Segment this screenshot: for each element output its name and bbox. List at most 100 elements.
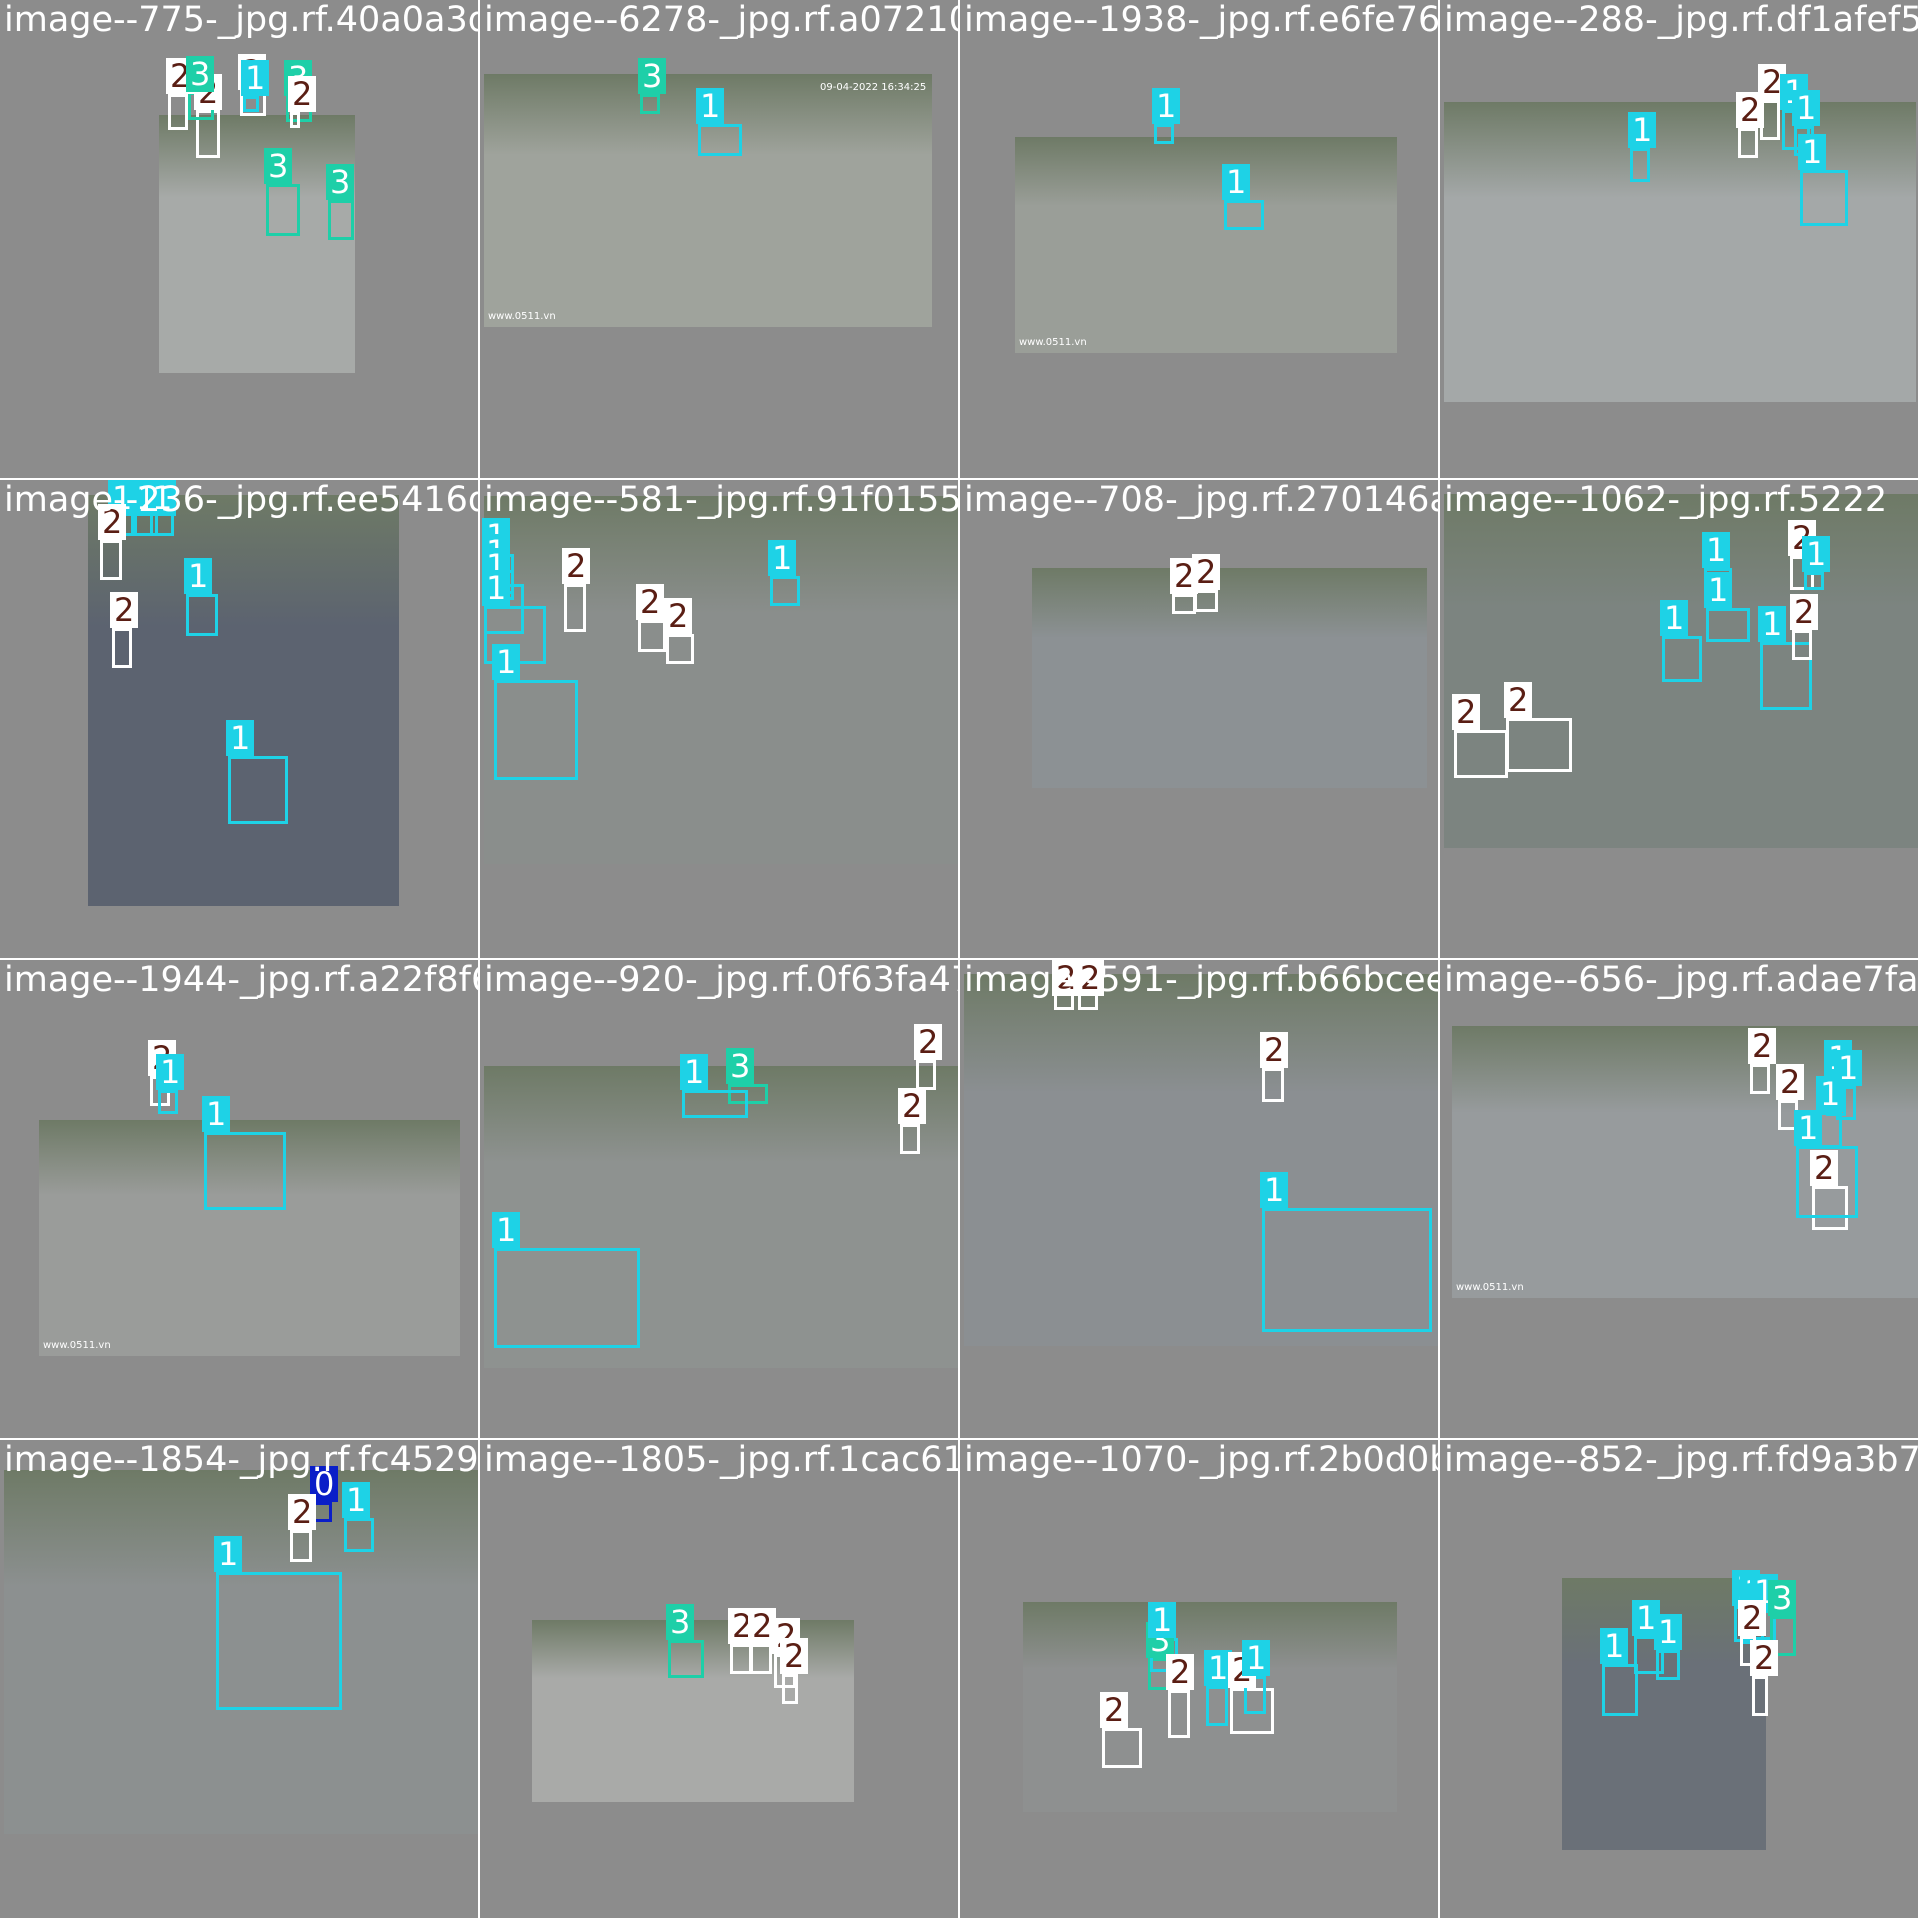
- class-label: 2: [1452, 694, 1481, 730]
- detection-box: [204, 1132, 286, 1210]
- photo-frame: [964, 974, 1438, 1346]
- class-label: 3: [326, 164, 355, 200]
- class-label: 1: [1702, 532, 1731, 568]
- detection-box: [216, 1572, 342, 1710]
- class-label: 1: [1802, 536, 1831, 572]
- image-tile: image--852-_jpg.rf.fd9a3b75111311212: [1440, 1440, 1918, 1918]
- image-tile: www.0511.vn image--1938-_jpg.rf.e6fe762 1 1: [960, 0, 1438, 478]
- detection-box: [638, 620, 666, 652]
- detection-box: [1230, 1688, 1274, 1734]
- class-label: 1: [1798, 134, 1827, 170]
- class-label: 2: [1260, 1032, 1289, 1068]
- class-label: 1: [1834, 1050, 1863, 1086]
- detection-box: [1656, 1650, 1680, 1680]
- class-label: 1: [1242, 1640, 1271, 1676]
- image-tile: image--591-_jpg.rf.b66bcee 2 2 2 1: [960, 960, 1438, 1438]
- detection-box: [1760, 642, 1812, 710]
- detection-box: [228, 756, 288, 824]
- class-label: 3: [666, 1604, 695, 1640]
- detection-box: [1168, 1690, 1190, 1738]
- class-label: 1: [226, 720, 255, 756]
- tile-title: image--1070-_jpg.rf.2b0d0b: [964, 1440, 1438, 1480]
- class-label: 2: [1100, 1692, 1129, 1728]
- class-label: 1: [148, 480, 177, 516]
- class-label: 1: [1222, 164, 1251, 200]
- image-tile: image--775-_jpg.rf.40a0a3d223213233: [0, 0, 478, 478]
- tile-title: image--1062-_jpg.rf.5222: [1444, 480, 1888, 520]
- class-label: 2: [748, 1608, 777, 1644]
- overlay-text: 09-04-2022 16:34:25: [820, 82, 927, 93]
- detection-box: [1738, 128, 1758, 158]
- tile-title: image--6278-_jpg.rf.a072104: [484, 0, 958, 40]
- class-label: 2: [110, 592, 139, 628]
- detection-box: [1454, 730, 1508, 778]
- image-tile: image--1805-_jpg.rf.1cac619 3 2 2 2 2: [480, 1440, 958, 1918]
- tile-title: image--920-_jpg.rf.0f63fa47bf: [484, 960, 958, 1000]
- photo-frame: [1444, 102, 1916, 402]
- detection-box: [782, 1674, 798, 1704]
- tile-title: image--708-_jpg.rf.270146a: [964, 480, 1438, 520]
- tile-title: image--1944-_jpg.rf.a22f8f6: [4, 960, 478, 1000]
- detection-box: [682, 1090, 748, 1118]
- class-label: 2: [636, 584, 665, 620]
- detection-box: [266, 184, 300, 236]
- detection-box: [344, 1518, 374, 1552]
- detection-box: [100, 540, 122, 580]
- class-label: 1: [1704, 572, 1733, 608]
- detection-box: [494, 680, 578, 780]
- class-label: 2: [1504, 682, 1533, 718]
- class-label: 1: [482, 570, 511, 606]
- class-label: 1: [1794, 1110, 1823, 1146]
- detection-box: [1804, 572, 1824, 590]
- class-label: 2: [1790, 594, 1819, 630]
- photo-frame: [1032, 568, 1427, 788]
- detection-box: [1102, 1728, 1142, 1768]
- detection-box: [1224, 200, 1264, 230]
- class-label: 1: [1148, 1602, 1177, 1638]
- class-label: 1: [241, 60, 270, 96]
- class-label: 3: [638, 58, 667, 94]
- tile-title: image--1805-_jpg.rf.1cac619: [484, 1440, 958, 1480]
- class-label: 2: [1166, 1654, 1195, 1690]
- photo-frame: [39, 1120, 460, 1356]
- class-label: 1: [1654, 1614, 1683, 1650]
- class-label: 2: [914, 1024, 943, 1060]
- detection-box: [666, 634, 694, 664]
- class-label: 1: [492, 1212, 521, 1248]
- detection-box: [328, 200, 354, 240]
- class-label: 1: [1204, 1650, 1233, 1686]
- photo-frame: [1444, 494, 1918, 848]
- class-label: 2: [288, 76, 317, 112]
- detection-box: [1796, 1146, 1858, 1218]
- class-label: 2: [288, 1494, 317, 1530]
- class-label: 1: [1660, 600, 1689, 636]
- class-label: 3: [264, 148, 293, 184]
- detection-box: [564, 584, 586, 632]
- detection-box: [1706, 608, 1750, 642]
- photo-frame: [4, 1470, 478, 1834]
- detection-box: [186, 594, 218, 636]
- tile-title: image--656-_jpg.rf.adae7fac: [1444, 960, 1918, 1000]
- detection-box: [640, 94, 660, 114]
- class-label: 2: [1810, 1150, 1839, 1186]
- image-tile: image--288-_jpg.rf.df1afef5122111: [1440, 0, 1918, 478]
- class-label: 1: [1792, 90, 1821, 126]
- detection-box: [1752, 1676, 1768, 1716]
- detection-box: [900, 1124, 920, 1154]
- class-label: 3: [1768, 1580, 1797, 1616]
- class-label: 2: [562, 548, 591, 584]
- detection-box: [243, 96, 259, 112]
- detection-box: [168, 94, 188, 130]
- class-label: 3: [726, 1048, 755, 1084]
- detection-box: [916, 1060, 936, 1090]
- detection-box: [112, 628, 132, 668]
- tile-title: image--581-_jpg.rf.91f0155: [484, 480, 958, 520]
- overlay-text: www.0511.vn: [488, 311, 556, 322]
- class-label: 2: [1052, 960, 1081, 996]
- detection-box: [1262, 1068, 1284, 1102]
- detection-box: [1750, 1064, 1770, 1094]
- photo-frame: [88, 495, 399, 906]
- image-tile: image--1070-_jpg.rf.2b0d0b3121212: [960, 1440, 1438, 1918]
- image-tile: image--1062-_jpg.rf.5222111212221: [1440, 480, 1918, 958]
